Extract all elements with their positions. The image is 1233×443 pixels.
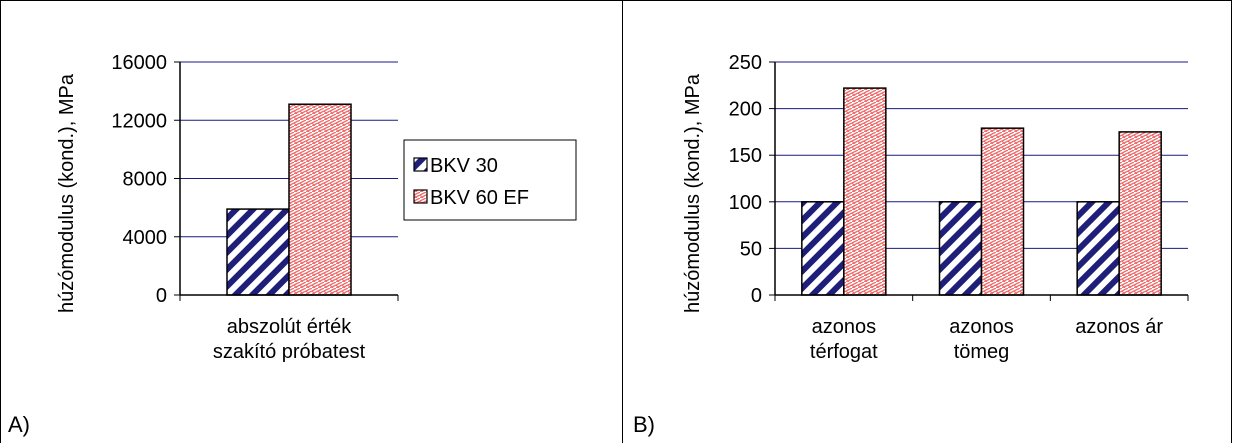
y-tick-label: 0	[751, 285, 762, 307]
bar-bkv-30	[938, 201, 983, 296]
bar-bkv-30	[801, 201, 845, 296]
x-tick-label: szakító próbatest	[213, 341, 366, 363]
panel-divider	[622, 0, 623, 443]
y-tick-label: 150	[729, 145, 762, 167]
legend-label: BKV 30	[430, 155, 498, 177]
legend-swatch	[413, 189, 428, 204]
y-tick-label: 0	[156, 285, 167, 307]
panel-label-b: B)	[633, 412, 655, 437]
y-tick-label: 250	[729, 52, 762, 74]
y-axis-label: húzómodulus (kond.), MPa	[682, 73, 704, 313]
y-tick-label: 16000	[111, 52, 167, 74]
panel-label-a: A)	[8, 412, 30, 437]
y-tick-label: 100	[729, 192, 762, 214]
x-tick-label: tömeg	[954, 341, 1010, 363]
bar-bkv-60-ef	[843, 87, 887, 296]
x-tick-label: azonos ár	[1075, 316, 1163, 338]
legend-label: BKV 60 EF	[430, 187, 529, 209]
x-tick-label: abszolút érték	[227, 316, 353, 338]
y-tick-label: 8000	[123, 169, 168, 191]
y-tick-label: 4000	[123, 227, 168, 249]
y-axis-label: húzómodulus (kond.), MPa	[56, 73, 78, 313]
bar-bkv-60-ef	[1118, 131, 1162, 296]
y-tick-label: 50	[740, 238, 762, 260]
y-tick-label: 12000	[111, 110, 167, 132]
y-tick-label: 200	[729, 99, 762, 121]
legend-box	[403, 139, 577, 221]
x-tick-label: térfogat	[810, 341, 878, 363]
x-tick-label: azonos	[812, 316, 877, 338]
bar-bkv-60-ef	[288, 103, 352, 296]
x-tick-label: azonos	[949, 316, 1014, 338]
bar-bkv-30	[1076, 201, 1120, 296]
bar-bkv-60-ef	[980, 127, 1025, 296]
bar-bkv-30	[226, 208, 290, 296]
legend-swatch	[413, 157, 428, 172]
